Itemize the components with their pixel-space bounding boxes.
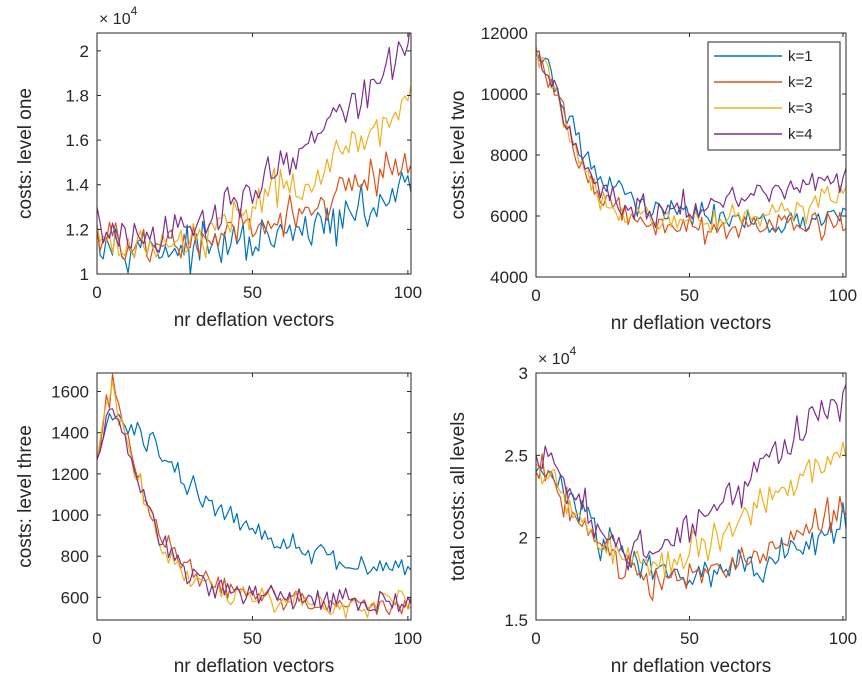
x-tick-label: 100 (394, 629, 422, 648)
series-line-k1 (97, 171, 411, 274)
ticks-level-three: 0 50 100 600 800 1000 1200 1400 1600 (51, 373, 422, 648)
y-tick-label: 12000 (481, 24, 528, 43)
y-tick-label: 3 (519, 364, 528, 383)
x-tick-label: 100 (829, 286, 857, 305)
x-tick-label: 100 (394, 283, 422, 302)
series-line-k3 (536, 441, 846, 579)
x-tick-label: 100 (829, 629, 857, 648)
legend-label: k=1 (788, 48, 813, 65)
legend-entry-k4: k=4 (714, 126, 813, 143)
ticks-level-two: 0 50 100 4000 6000 8000 10000 12000 (481, 24, 857, 305)
y-exponent-all-levels: × 104 (538, 344, 577, 368)
y-axis-label-level-one: costs: level one (15, 88, 36, 219)
series-line-k4 (536, 50, 846, 229)
series-line-k2 (536, 48, 846, 245)
x-axis-label-level-three: nr deflation vectors (174, 656, 335, 677)
exponent-base: × 10 (538, 351, 570, 368)
legend: k=1 k=2 k=3 k=4 (707, 41, 841, 151)
plot-area-all-levels (536, 384, 846, 602)
x-tick-label: 0 (531, 286, 540, 305)
y-tick-label: 1600 (51, 383, 89, 402)
series-line-k1 (536, 466, 846, 588)
series-line-k2 (97, 151, 411, 263)
x-tick-label: 50 (243, 283, 262, 302)
plot-area-level-two (536, 45, 846, 245)
x-tick-label: 50 (243, 629, 262, 648)
axes-frame-level-three (96, 372, 412, 621)
y-tick-label: 6000 (490, 207, 528, 226)
y-tick-label: 10000 (481, 85, 528, 104)
panel-level-one: 0 50 100 1 1.2 1.4 1.6 1.8 2 nr deflation vector… (15, 4, 422, 331)
y-tick-label: 2.5 (504, 446, 528, 465)
y-tick-label: 1.5 (504, 611, 528, 630)
y-tick-label: 1.2 (65, 220, 89, 239)
plot-area-level-one (97, 33, 411, 274)
x-axis-label-level-two: nr deflation vectors (611, 313, 772, 334)
x-axis-label-all-levels: nr deflation vectors (611, 656, 772, 677)
legend-label: k=2 (788, 74, 813, 91)
x-tick-label: 50 (680, 286, 699, 305)
panel-level-three: 0 50 100 600 800 1000 1200 1400 1600 nr deflatio… (15, 372, 422, 677)
axes-frame-level-one (96, 32, 412, 275)
series-line-k3 (97, 85, 411, 259)
plot-area-level-three (97, 373, 411, 619)
y-tick-label: 1 (80, 265, 89, 284)
exponent-power: 4 (131, 4, 138, 18)
series-line-k4 (536, 384, 846, 571)
legend-label: k=4 (788, 126, 813, 143)
y-tick-label: 8000 (490, 146, 528, 165)
y-tick-label: 1.8 (65, 86, 89, 105)
x-tick-label: 50 (680, 629, 699, 648)
series-line-k4 (97, 408, 411, 613)
x-axis-label-level-one: nr deflation vectors (174, 310, 335, 331)
series-line-k2 (97, 373, 411, 616)
legend-entry-k2: k=2 (714, 74, 813, 91)
legend-label: k=3 (788, 100, 813, 117)
y-tick-label: 4000 (490, 268, 528, 287)
legend-box (707, 41, 841, 151)
y-tick-label: 2 (519, 529, 528, 548)
legend-entry-k3: k=3 (714, 100, 813, 117)
legend-entry-k1: k=1 (714, 48, 813, 65)
y-tick-label: 1000 (51, 506, 89, 525)
y-tick-label: 1.6 (65, 131, 89, 150)
y-axis-label-level-two: costs: level two (448, 91, 469, 220)
y-exponent-level-one: × 104 (99, 4, 138, 28)
y-tick-label: 1.4 (65, 176, 89, 195)
y-tick-label: 800 (61, 547, 89, 566)
x-tick-label: 0 (92, 629, 101, 648)
series-line-k1 (97, 412, 411, 576)
ticks-all-levels: 0 50 100 1.5 2 2.5 3 (504, 364, 857, 648)
axes-frame-all-levels (535, 372, 847, 621)
y-axis-label-level-three: costs: level three (15, 425, 36, 568)
y-tick-label: 2 (80, 42, 89, 61)
y-tick-label: 1200 (51, 465, 89, 484)
y-tick-label: 1400 (51, 424, 89, 443)
y-axis-label-all-levels: total costs: all levels (448, 412, 469, 581)
panel-level-two: 0 50 100 4000 6000 8000 10000 12000 nr deflatio… (448, 24, 857, 334)
series-line-k3 (536, 45, 846, 233)
y-tick-label: 600 (61, 588, 89, 607)
x-tick-label: 0 (92, 283, 101, 302)
x-tick-label: 0 (531, 629, 540, 648)
exponent-power: 4 (570, 344, 577, 358)
exponent-base: × 10 (99, 11, 131, 28)
ticks-level-one: 0 50 100 1 1.2 1.4 1.6 1.8 2 (65, 33, 422, 302)
series-line-k4 (97, 33, 411, 253)
panel-all-levels: 0 50 100 1.5 2 2.5 3 nr deflation vectors tota… (448, 344, 857, 677)
